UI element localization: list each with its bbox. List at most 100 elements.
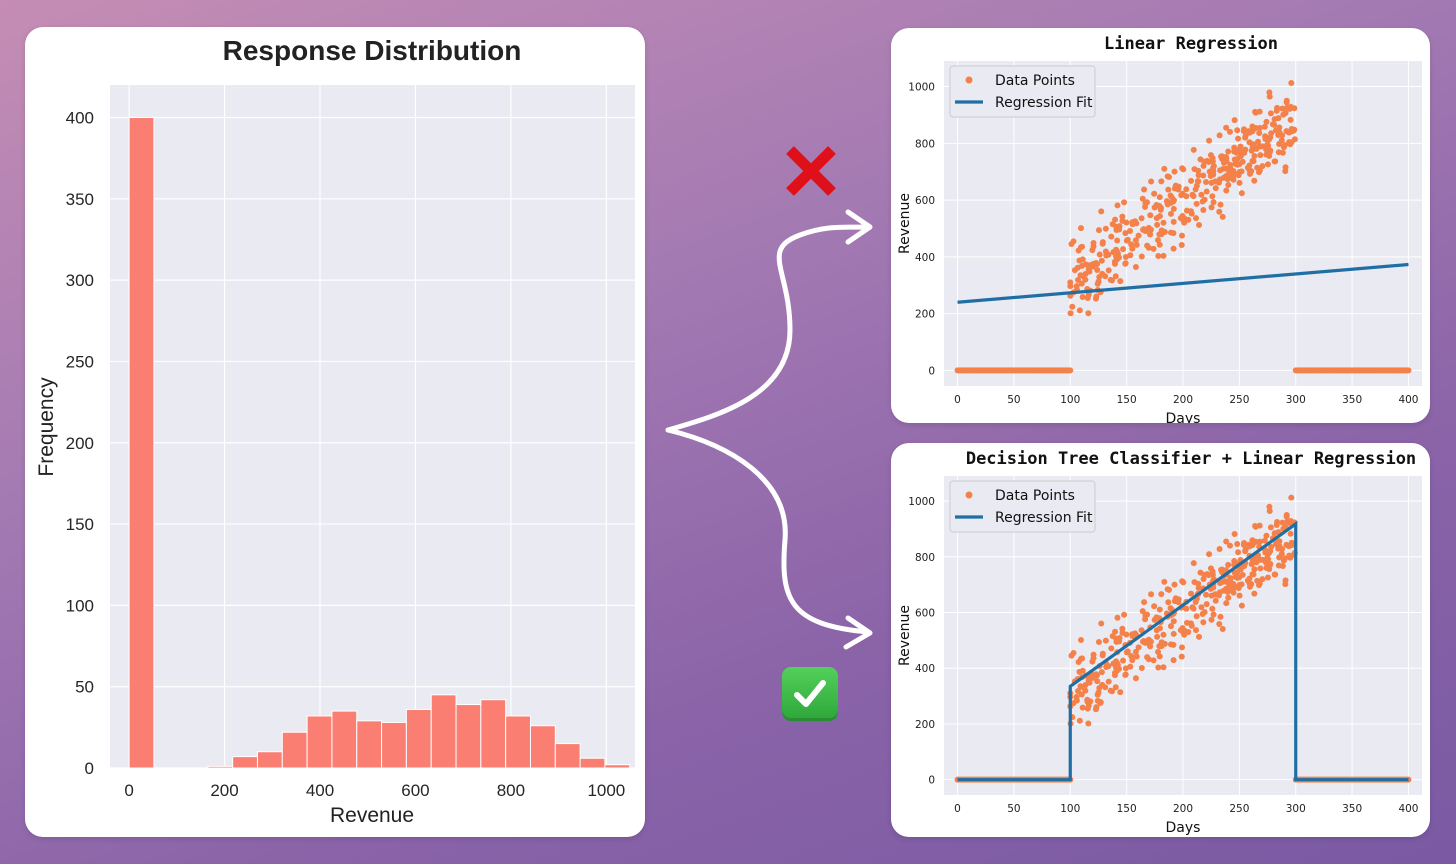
data-point xyxy=(1111,669,1118,676)
data-point xyxy=(1203,601,1210,608)
data-point xyxy=(1249,571,1256,578)
data-point xyxy=(1098,620,1105,627)
data-point xyxy=(1119,217,1126,224)
data-point xyxy=(1140,226,1147,233)
data-point xyxy=(1071,267,1078,274)
data-point xyxy=(1276,542,1283,549)
data-point xyxy=(1139,195,1146,202)
data-point xyxy=(1085,702,1092,709)
data-point xyxy=(1195,585,1202,592)
data-point xyxy=(1271,121,1278,128)
data-point xyxy=(1095,639,1102,646)
data-point xyxy=(1129,219,1136,226)
data-point xyxy=(1235,172,1242,179)
data-point xyxy=(1209,155,1216,162)
data-point xyxy=(1206,551,1213,558)
data-point xyxy=(1094,678,1101,685)
data-point xyxy=(1121,199,1128,206)
data-point xyxy=(1132,648,1139,655)
data-point xyxy=(1158,591,1165,598)
y-tick-label: 800 xyxy=(915,552,935,564)
data-point xyxy=(1188,177,1195,184)
data-point xyxy=(1196,633,1203,640)
data-point xyxy=(1191,166,1198,173)
data-point xyxy=(1156,653,1163,660)
histogram-card: 0 200 400 600 800 1000 0 50 100 150 200 250 300 350 40… xyxy=(25,27,645,837)
data-point xyxy=(1210,165,1217,172)
y-tick-label: 350 xyxy=(66,190,94,209)
data-point xyxy=(1135,644,1142,651)
data-point xyxy=(1232,160,1239,167)
data-point xyxy=(1249,158,1256,165)
data-point xyxy=(1180,166,1187,173)
data-point xyxy=(1090,243,1097,250)
data-point xyxy=(1259,163,1266,170)
chart-title: Response Distribution xyxy=(223,35,522,66)
data-point xyxy=(1206,137,1213,144)
data-point xyxy=(1212,185,1219,192)
data-point xyxy=(1107,687,1114,694)
data-point xyxy=(1075,247,1082,254)
data-point xyxy=(1085,310,1092,317)
y-tick-label: 150 xyxy=(66,515,94,534)
histogram-bar xyxy=(405,708,432,769)
y-tick-label: 400 xyxy=(915,663,935,675)
data-point xyxy=(1156,213,1163,220)
data-point xyxy=(1116,635,1123,642)
y-tick-label: 50 xyxy=(75,678,94,697)
red-cross-icon xyxy=(786,146,836,196)
data-point xyxy=(1151,603,1158,610)
data-point xyxy=(1263,532,1270,539)
data-point xyxy=(1190,560,1197,567)
data-point xyxy=(1167,210,1174,217)
data-point xyxy=(1067,310,1074,317)
data-point xyxy=(1242,134,1249,141)
data-point xyxy=(1242,548,1249,555)
data-point xyxy=(1254,164,1261,171)
histogram-bar xyxy=(128,117,155,769)
data-point xyxy=(1170,205,1177,212)
y-tick-label: 1000 xyxy=(908,82,935,94)
data-point xyxy=(1094,691,1101,698)
x-tick-label: 400 xyxy=(1398,803,1418,815)
data-point xyxy=(1087,262,1094,269)
data-point xyxy=(1255,138,1262,145)
data-point xyxy=(1212,178,1219,185)
regression-fit-line xyxy=(957,262,1409,304)
data-point xyxy=(1098,257,1105,264)
data-point xyxy=(1276,124,1283,131)
x-tick-label: 400 xyxy=(306,781,334,800)
data-point xyxy=(1265,550,1272,557)
data-point xyxy=(1246,170,1253,177)
data-point xyxy=(1124,648,1131,655)
histogram-bar xyxy=(356,720,383,769)
data-point xyxy=(1223,165,1230,172)
data-point xyxy=(1187,620,1194,627)
data-point xyxy=(1098,208,1105,215)
data-point xyxy=(1244,164,1251,171)
data-point xyxy=(1209,605,1216,612)
data-point xyxy=(1237,566,1244,573)
data-point xyxy=(1165,599,1172,606)
data-point xyxy=(1280,111,1287,118)
data-point xyxy=(1276,129,1283,136)
data-point xyxy=(1405,367,1412,374)
data-point xyxy=(1227,162,1234,169)
data-point xyxy=(1251,177,1258,184)
data-point xyxy=(1216,546,1223,553)
data-point xyxy=(1271,571,1278,578)
histogram-bar xyxy=(505,715,531,769)
data-point xyxy=(1216,589,1223,596)
data-point xyxy=(1161,229,1168,236)
data-point xyxy=(1208,616,1215,623)
data-point xyxy=(1116,223,1123,230)
data-point xyxy=(1077,225,1084,232)
data-point xyxy=(1183,186,1190,193)
data-point xyxy=(1076,307,1083,314)
data-point xyxy=(1193,627,1200,634)
data-point xyxy=(1185,216,1192,223)
data-point xyxy=(1249,537,1256,544)
data-point xyxy=(1216,621,1223,628)
data-point xyxy=(1105,267,1112,274)
